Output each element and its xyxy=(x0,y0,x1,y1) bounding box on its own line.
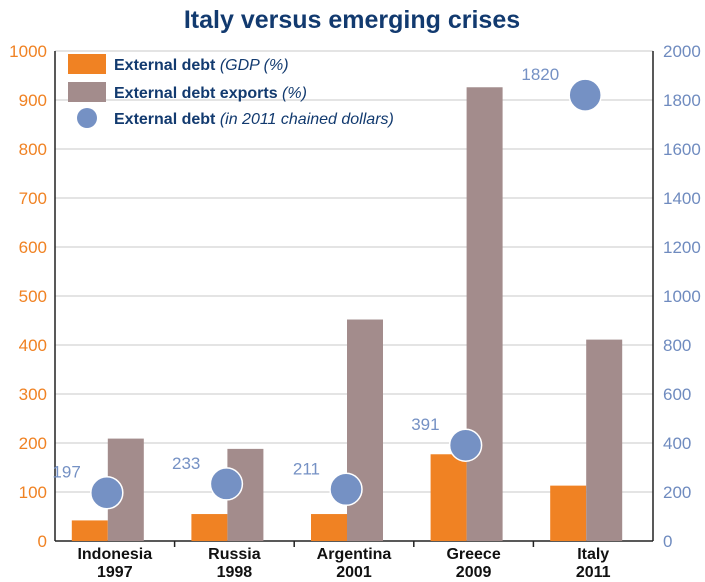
bar-gdp xyxy=(71,520,108,541)
bar-gdp xyxy=(191,514,228,541)
category-year: 2001 xyxy=(336,564,372,581)
left-tick-label: 500 xyxy=(19,287,47,306)
legend-swatch-exports xyxy=(68,82,106,102)
right-tick-label: 800 xyxy=(663,336,691,355)
category-name: Italy xyxy=(577,546,609,563)
left-tick-label: 1000 xyxy=(9,42,47,61)
right-tick-label: 1400 xyxy=(663,189,701,208)
right-tick-label: 0 xyxy=(663,532,672,551)
category-name: Greece xyxy=(446,546,500,563)
bar-gdp xyxy=(550,485,587,541)
left-tick-label: 700 xyxy=(19,189,47,208)
bar-gdp xyxy=(430,454,467,541)
dot-value-label: 391 xyxy=(411,415,439,434)
left-tick-label: 300 xyxy=(19,385,47,404)
dot-dollars xyxy=(90,475,124,510)
category-year: 1998 xyxy=(217,564,253,581)
bar-exports xyxy=(347,319,383,541)
left-tick-label: 400 xyxy=(19,336,47,355)
right-tick-label: 1600 xyxy=(663,140,701,159)
category-year: 2009 xyxy=(456,564,492,581)
right-tick-label: 1000 xyxy=(663,287,701,306)
category-year: 1997 xyxy=(97,564,133,581)
right-tick-label: 1800 xyxy=(663,91,701,110)
left-tick-label: 900 xyxy=(19,91,47,110)
chart-title: Italy versus emerging crises xyxy=(184,6,520,34)
category-year: 2011 xyxy=(576,564,611,581)
left-tick-label: 0 xyxy=(38,532,47,551)
left-tick-label: 800 xyxy=(19,140,47,159)
dot-dollars xyxy=(568,78,602,112)
dot-value-label: 1820 xyxy=(521,65,559,84)
category-name: Argentina xyxy=(317,546,392,563)
dot-dollars xyxy=(448,428,483,462)
bar-gdp xyxy=(311,514,347,541)
bar-exports xyxy=(466,87,503,541)
bars xyxy=(71,87,623,541)
legend: External debt (GDP (%) External debt expo… xyxy=(68,54,394,128)
left-tick-label: 100 xyxy=(19,483,47,502)
dot-value-label: 233 xyxy=(172,454,200,473)
left-tick-label: 200 xyxy=(19,434,47,453)
dots: 197 233 211 391 1820 xyxy=(52,65,602,510)
legend-swatch-gdp xyxy=(68,54,106,74)
gridlines xyxy=(55,50,653,493)
right-tick-label: 600 xyxy=(663,385,691,404)
category-name: Indonesia xyxy=(77,546,152,563)
right-tick-label: 2000 xyxy=(663,42,701,61)
dot-dollars xyxy=(209,467,244,501)
right-tick-label: 400 xyxy=(663,434,691,453)
right-tick-label: 1200 xyxy=(663,238,701,257)
legend-label-dollars: External debt (in 2011 chained dollars) xyxy=(114,111,394,128)
category-name: Russia xyxy=(208,546,261,563)
bar-exports xyxy=(586,339,623,541)
dot-dollars xyxy=(329,472,363,507)
legend-label-gdp: External debt (GDP (%) xyxy=(114,57,289,74)
right-tick-label: 200 xyxy=(663,483,691,502)
legend-swatch-dollars xyxy=(77,108,97,128)
dot-value-label: 211 xyxy=(293,459,320,478)
dot-value-label: 197 xyxy=(52,463,80,482)
legend-label-exports: External debt exports (%) xyxy=(114,85,307,102)
left-tick-label: 600 xyxy=(19,238,47,257)
